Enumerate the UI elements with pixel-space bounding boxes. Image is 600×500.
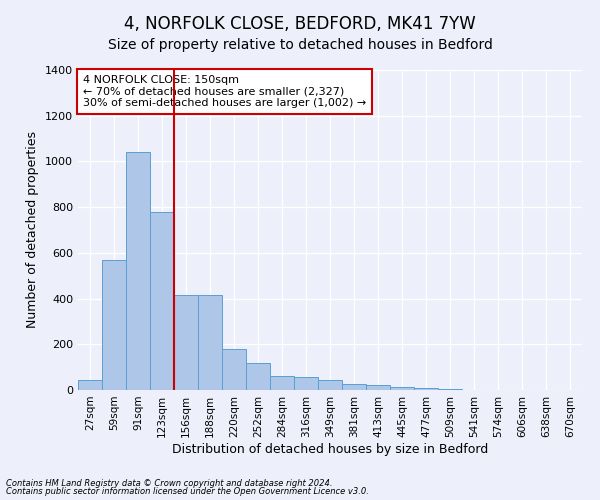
- Bar: [390, 386, 414, 390]
- Bar: [294, 378, 318, 390]
- Bar: [246, 362, 270, 390]
- Bar: [198, 295, 222, 390]
- Text: Contains public sector information licensed under the Open Government Licence v3: Contains public sector information licen…: [6, 487, 369, 496]
- Text: Contains HM Land Registry data © Crown copyright and database right 2024.: Contains HM Land Registry data © Crown c…: [6, 478, 332, 488]
- Bar: [222, 349, 246, 390]
- Bar: [366, 386, 390, 390]
- Bar: [342, 384, 366, 390]
- Bar: [414, 388, 438, 390]
- Bar: [150, 212, 174, 390]
- Bar: [270, 376, 294, 390]
- Text: 4 NORFOLK CLOSE: 150sqm
← 70% of detached houses are smaller (2,327)
30% of semi: 4 NORFOLK CLOSE: 150sqm ← 70% of detache…: [83, 75, 366, 108]
- Y-axis label: Number of detached properties: Number of detached properties: [26, 132, 40, 328]
- Text: Size of property relative to detached houses in Bedford: Size of property relative to detached ho…: [107, 38, 493, 52]
- Bar: [78, 380, 102, 390]
- Bar: [318, 380, 342, 390]
- Text: 4, NORFOLK CLOSE, BEDFORD, MK41 7YW: 4, NORFOLK CLOSE, BEDFORD, MK41 7YW: [124, 15, 476, 33]
- Bar: [126, 152, 150, 390]
- Bar: [438, 389, 462, 390]
- Bar: [102, 260, 126, 390]
- Bar: [174, 295, 198, 390]
- X-axis label: Distribution of detached houses by size in Bedford: Distribution of detached houses by size …: [172, 442, 488, 456]
